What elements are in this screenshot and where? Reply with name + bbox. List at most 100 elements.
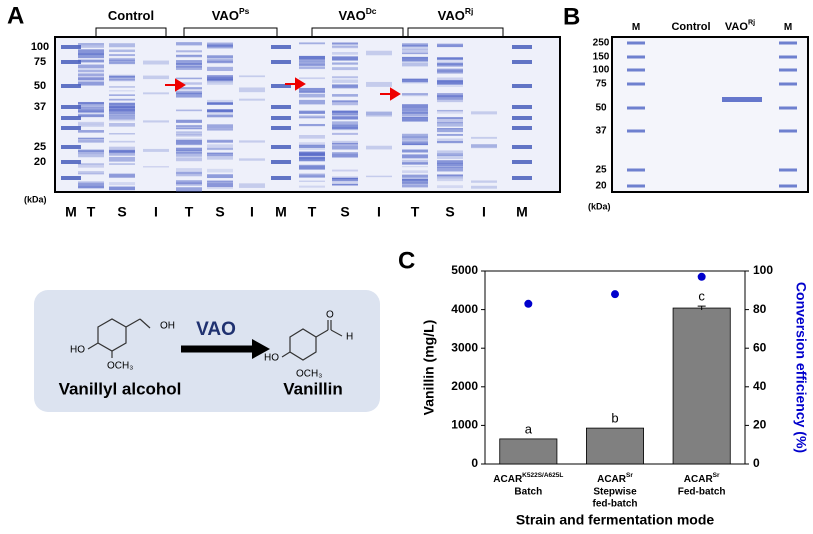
panel-label: C bbox=[398, 247, 415, 274]
band bbox=[109, 186, 135, 191]
band bbox=[299, 176, 325, 178]
band bbox=[176, 55, 202, 58]
band bbox=[143, 92, 169, 95]
band bbox=[176, 180, 202, 185]
substrate: Vanillyl alcohol bbox=[59, 379, 182, 398]
band bbox=[109, 186, 135, 191]
band bbox=[299, 173, 325, 177]
band bbox=[207, 139, 233, 144]
band bbox=[299, 63, 325, 67]
atom: HO bbox=[264, 353, 279, 364]
band bbox=[512, 116, 532, 120]
bar bbox=[672, 307, 731, 465]
band bbox=[207, 109, 233, 112]
group-label-main: VAO bbox=[212, 8, 239, 23]
band bbox=[402, 57, 428, 59]
band bbox=[437, 185, 463, 189]
band bbox=[61, 126, 81, 130]
y2-tick-label: 0 bbox=[753, 456, 760, 470]
band bbox=[109, 61, 135, 64]
band bbox=[176, 77, 202, 79]
y-tick-label: 5000 bbox=[451, 263, 478, 277]
band bbox=[437, 174, 463, 177]
y-axis-label: Vanillin (mg/L) bbox=[421, 320, 437, 416]
band bbox=[402, 184, 428, 188]
band bbox=[109, 149, 135, 153]
band bbox=[437, 69, 463, 72]
band bbox=[437, 97, 463, 103]
band bbox=[176, 77, 202, 80]
band bbox=[143, 75, 169, 80]
lane-label-main: VAO bbox=[725, 21, 748, 33]
band bbox=[143, 148, 169, 152]
band bbox=[299, 55, 325, 60]
lane-label-main: Control bbox=[671, 21, 710, 33]
band bbox=[299, 156, 325, 159]
band bbox=[109, 163, 135, 165]
gel-b bbox=[611, 36, 809, 193]
y-tick-label: 3000 bbox=[451, 340, 478, 354]
band bbox=[78, 149, 104, 152]
x-tick-label-sup: Sr bbox=[626, 472, 633, 479]
band bbox=[78, 69, 104, 73]
band bbox=[512, 176, 532, 180]
band bbox=[402, 93, 428, 95]
band bbox=[176, 134, 202, 137]
band bbox=[109, 43, 135, 48]
band bbox=[402, 46, 428, 50]
band bbox=[176, 42, 202, 45]
band bbox=[239, 140, 265, 143]
band bbox=[437, 62, 463, 65]
lane-label-sup: Rj bbox=[748, 18, 755, 26]
marker-label: 37 bbox=[595, 126, 607, 137]
band bbox=[109, 102, 135, 106]
band bbox=[78, 181, 104, 184]
band bbox=[176, 50, 202, 53]
band bbox=[437, 154, 463, 160]
marker-label: 50 bbox=[595, 103, 607, 114]
band bbox=[366, 175, 392, 178]
band bbox=[437, 95, 463, 97]
band bbox=[176, 131, 202, 135]
band bbox=[207, 174, 233, 179]
band bbox=[299, 99, 325, 105]
band bbox=[61, 145, 81, 149]
band bbox=[437, 176, 463, 182]
band bbox=[176, 125, 202, 130]
band bbox=[332, 115, 358, 120]
band bbox=[207, 55, 233, 59]
band bbox=[437, 112, 463, 114]
band bbox=[109, 182, 135, 186]
lane-label: M bbox=[784, 22, 792, 33]
band bbox=[627, 41, 645, 45]
band bbox=[239, 183, 265, 188]
band bbox=[207, 147, 233, 151]
band bbox=[78, 154, 104, 158]
band bbox=[332, 169, 358, 172]
band bbox=[332, 113, 358, 116]
band bbox=[332, 116, 358, 120]
band bbox=[78, 101, 104, 105]
band bbox=[61, 116, 81, 120]
lane-label: S bbox=[445, 204, 454, 220]
band bbox=[207, 128, 233, 131]
band bbox=[109, 123, 135, 127]
band bbox=[402, 143, 428, 145]
band bbox=[437, 44, 463, 48]
band bbox=[78, 137, 104, 140]
band bbox=[512, 105, 532, 109]
band bbox=[332, 177, 358, 182]
band bbox=[176, 63, 202, 65]
x-tick-label-main: ACAR bbox=[493, 474, 523, 485]
band bbox=[176, 127, 202, 129]
band bbox=[61, 176, 81, 180]
band bbox=[176, 187, 202, 192]
band bbox=[207, 61, 233, 63]
band bbox=[299, 157, 325, 161]
band bbox=[299, 144, 325, 148]
band bbox=[176, 66, 202, 68]
marker-label: 50 bbox=[34, 80, 46, 92]
lane-label: T bbox=[411, 204, 420, 220]
group-label-main: Control bbox=[108, 8, 154, 23]
band bbox=[779, 168, 797, 172]
